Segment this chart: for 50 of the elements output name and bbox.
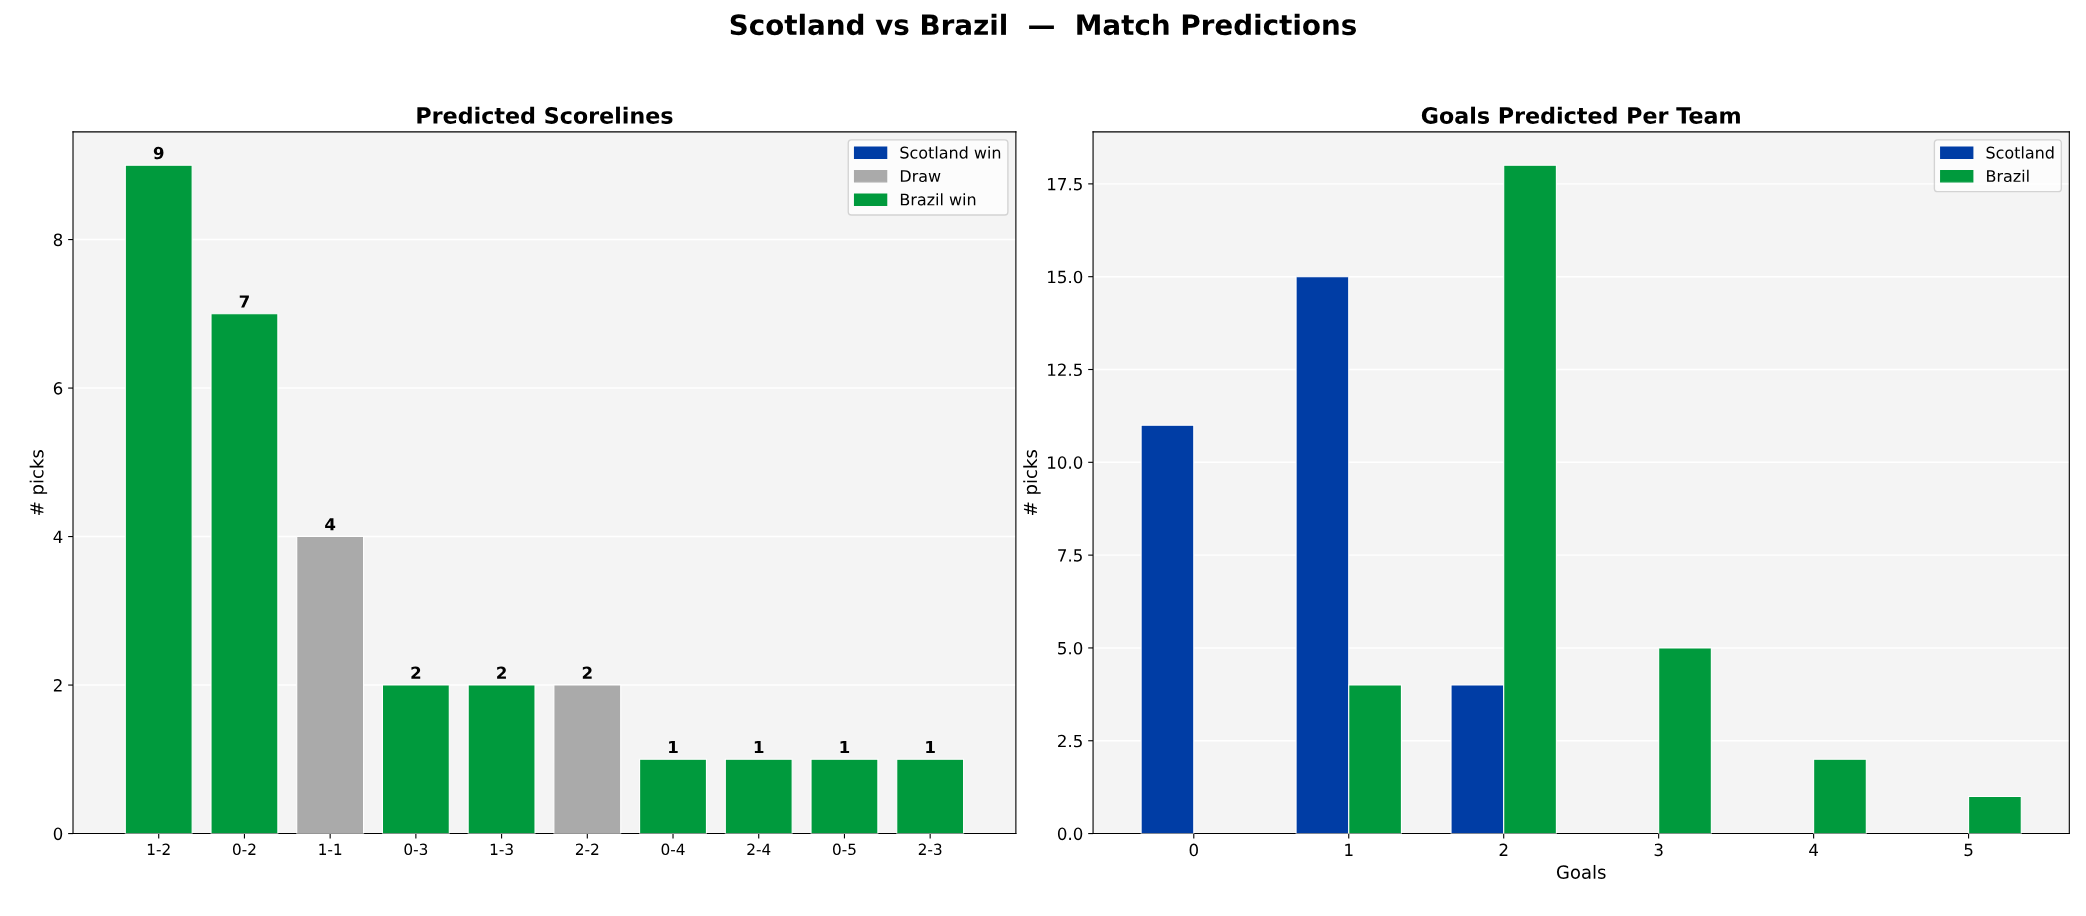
x-tick-label: 2 xyxy=(1499,843,1508,856)
y-tick-label: 0.0 xyxy=(1057,827,1083,841)
data-label: 1 xyxy=(754,740,764,754)
y-tick-label: 12.5 xyxy=(1048,363,1082,377)
y-tick-label: 5.0 xyxy=(1058,641,1083,655)
y-tick-label: 6 xyxy=(53,382,63,395)
chart-title: Goals Predicted Per Team xyxy=(1421,106,1740,124)
y-tick-label: 0 xyxy=(53,827,63,841)
x-tick-label: 0-2 xyxy=(232,843,256,856)
x-tick-label: 0-3 xyxy=(404,843,428,856)
y-tick-label: 4 xyxy=(53,530,63,543)
x-tick-label: 0 xyxy=(1189,843,1198,857)
x-tick-label: 2-2 xyxy=(575,843,599,855)
data-label: 2 xyxy=(497,666,506,679)
x-tick-label: 2-3 xyxy=(918,843,942,856)
x-tick-label: 1-2 xyxy=(147,843,170,855)
legend-label: Brazil xyxy=(1987,169,2029,183)
data-label: 1 xyxy=(840,740,850,754)
y-tick-label: 7.5 xyxy=(1058,549,1082,562)
legend-label: Scotland xyxy=(1986,146,2054,159)
data-label: 4 xyxy=(325,518,336,531)
x-tick-label: 0-4 xyxy=(661,843,685,856)
x-tick-label: 3 xyxy=(1654,843,1663,857)
x-tick-label: 0-5 xyxy=(832,843,856,856)
legend-label: Scotland win xyxy=(900,146,1001,159)
chart-title: Predicted Scorelines xyxy=(417,106,673,124)
y-tick-label: 10.0 xyxy=(1048,456,1083,469)
data-label: 2 xyxy=(411,666,421,679)
text: Scotland vs Brazil — Match Predictions xyxy=(730,13,1356,36)
y-tick-label: 8 xyxy=(53,233,63,247)
x-tick-label: 1-3 xyxy=(490,843,513,856)
x-tick-label: 4 xyxy=(1809,843,1818,856)
data-label: 1 xyxy=(926,740,935,754)
legend-label: Brazil win xyxy=(900,193,976,206)
x-tick-label: 1-1 xyxy=(319,843,342,855)
y-tick-label: 2 xyxy=(53,679,62,692)
x-tick-label: 2-4 xyxy=(747,843,771,855)
y-axis-title: # picks xyxy=(1023,450,1041,515)
x-axis-title: Goals xyxy=(1556,864,1606,879)
y-axis-title: # picks xyxy=(29,450,48,515)
data-label: 1 xyxy=(669,740,678,754)
legend-label: Draw xyxy=(900,170,941,183)
x-tick-label: 1 xyxy=(1345,843,1353,856)
x-tick-label: 5 xyxy=(1964,843,1973,857)
y-tick-label: 2.5 xyxy=(1058,734,1082,748)
data-label: 9 xyxy=(153,146,164,160)
data-label: 7 xyxy=(239,295,249,308)
y-tick-label: 15.0 xyxy=(1048,270,1083,284)
y-tick-label: 17.5 xyxy=(1048,178,1082,191)
data-label: 2 xyxy=(582,666,592,679)
